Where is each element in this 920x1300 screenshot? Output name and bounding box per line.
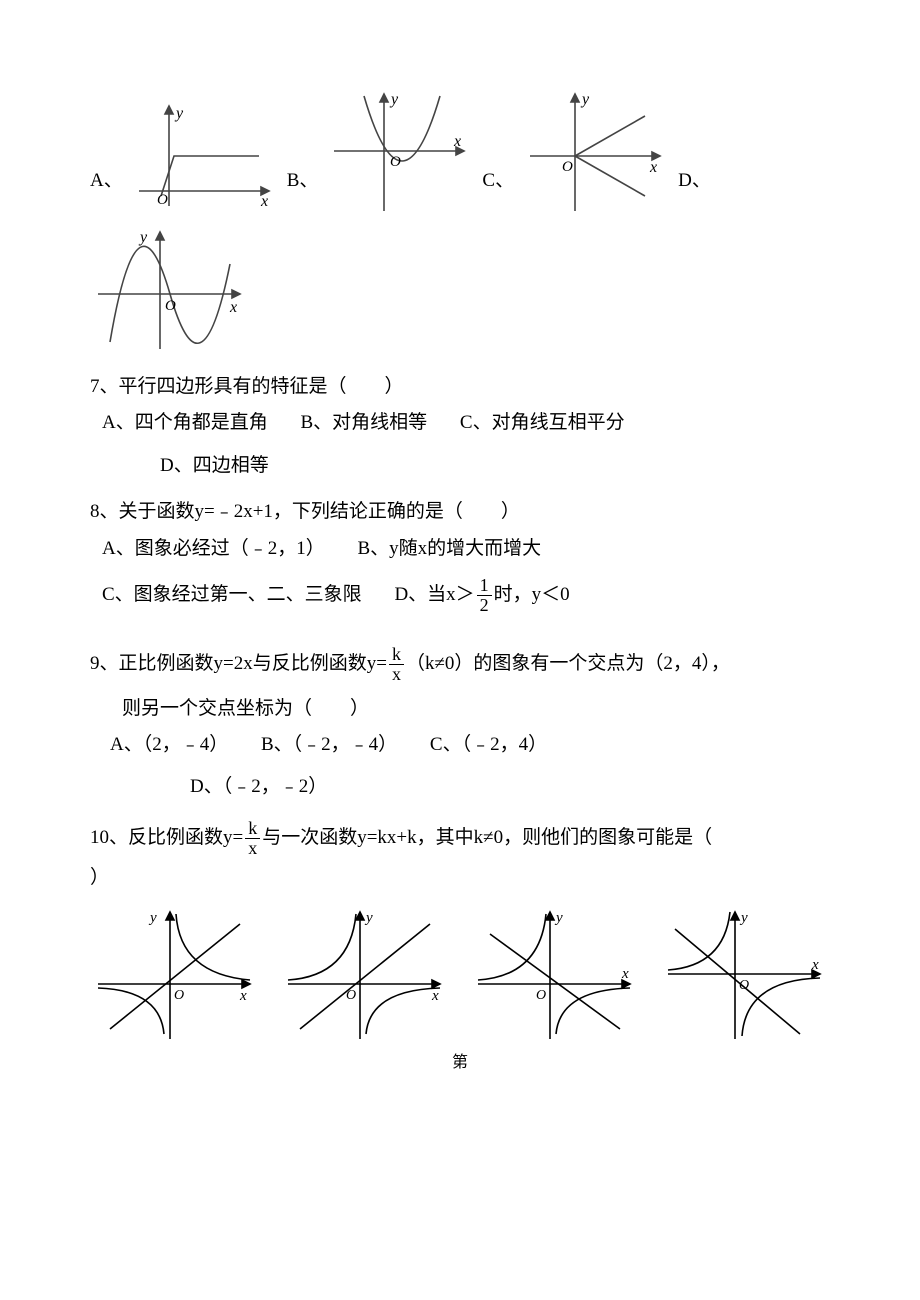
q6-graph-d: y x O <box>90 224 250 354</box>
q9-opt-a: A、（2，﹣4） <box>110 730 228 760</box>
q10-graph-d: y x O <box>660 904 830 1044</box>
origin-label: O <box>165 298 176 314</box>
axis-y-label: y <box>148 910 157 926</box>
q9-pre: 9、正比例函数y=2x与反比例函数y= <box>90 652 387 673</box>
origin-label: O <box>739 978 749 993</box>
q9-opt-c: C、（﹣2，4） <box>430 730 547 760</box>
q10-pre: 10、反比例函数y= <box>90 826 243 847</box>
q8-opt-d: D、当x＞12时，y＜0 <box>394 576 569 615</box>
q10-graph-row: y x O y x O y x O <box>90 904 830 1044</box>
q6-opt-c: C、 y x O <box>482 86 670 216</box>
frac-den: x <box>389 665 404 684</box>
axis-y-label: y <box>364 910 373 926</box>
q6-graph-b: y x O <box>324 86 474 216</box>
q7-stem: 7、平行四边形具有的特征是（ ） <box>90 372 830 402</box>
q7-opt-d: D、四边相等 <box>160 451 269 481</box>
axis-x-label: x <box>239 988 247 1004</box>
origin-label: O <box>174 988 184 1003</box>
frac-den: 2 <box>477 596 492 615</box>
q6-opt-c-label: C、 <box>482 166 514 196</box>
q7-options: A、四个角都是直角 B、对角线相等 C、对角线互相平分 <box>102 408 830 444</box>
q10-frac: kx <box>245 819 260 858</box>
origin-label: O <box>346 988 356 1003</box>
axis-y-label: y <box>389 91 399 108</box>
q9-opt-b: B、（﹣2，﹣4） <box>261 730 397 760</box>
q7-opt-a: A、四个角都是直角 <box>102 408 268 438</box>
origin-label: O <box>536 988 546 1003</box>
axis-x-label: x <box>621 966 629 982</box>
q10-stem: 10、反比例函数y=kx与一次函数y=kx+k，其中k≠0，则他们的图象可能是（ <box>90 819 830 858</box>
q6-opt-b: B、 y x O <box>287 86 475 216</box>
q6-graph-c: y x O <box>520 86 670 216</box>
q8-opt-a: A、图象必经过（﹣2，1） <box>102 534 325 564</box>
axis-y-label: y <box>580 91 590 108</box>
axis-x-label: x <box>453 133 461 150</box>
frac-den: x <box>245 839 260 858</box>
q9-options: A、（2，﹣4） B、（﹣2，﹣4） C、（﹣2，4） <box>110 730 830 766</box>
q10-graph-b: y x O <box>280 904 450 1044</box>
q6-opt-a: A、 y x O <box>90 96 279 216</box>
q8-stem: 8、关于函数y=﹣2x+1，下列结论正确的是（ ） <box>90 497 830 527</box>
q6-graph-d-wrap: y x O <box>90 224 830 354</box>
frac-num: k <box>389 645 404 665</box>
axis-x-label: x <box>260 193 268 210</box>
q9-stem: 9、正比例函数y=2x与反比例函数y=kx（k≠0）的图象有一个交点为（2，4）… <box>90 645 830 684</box>
q8-options-1: A、图象必经过（﹣2，1） B、y随x的增大而增大 <box>102 534 830 570</box>
q10-graph-a: y x O <box>90 904 260 1044</box>
q7-opt-c: C、对角线互相平分 <box>460 408 625 438</box>
q8-opt-c: C、图象经过第一、二、三象限 <box>102 580 362 610</box>
origin-label: O <box>562 159 573 175</box>
q9-stem2: 则另一个交点坐标为（ ） <box>122 694 830 724</box>
q8-d-pre: D、当x＞ <box>394 584 474 605</box>
q6-opt-a-label: A、 <box>90 166 123 196</box>
q10-post: 与一次函数y=kx+k，其中k≠0，则他们的图象可能是（ <box>262 826 712 847</box>
frac-num: 1 <box>477 576 492 596</box>
q6-opt-b-label: B、 <box>287 166 319 196</box>
axis-y-label: y <box>739 910 748 926</box>
axis-x-label: x <box>431 988 439 1004</box>
q8-d-frac: 12 <box>477 576 492 615</box>
q8-options-2: C、图象经过第一、二、三象限 D、当x＞12时，y＜0 <box>102 576 830 621</box>
q9-options-2: D、（﹣2，﹣2） <box>190 772 830 808</box>
origin-label: O <box>157 192 168 208</box>
q8-opt-b: B、y随x的增大而增大 <box>357 534 541 564</box>
q6-opt-d-label: D、 <box>678 166 711 196</box>
axis-y-label: y <box>554 910 563 926</box>
q10-close: ） <box>90 863 830 893</box>
axis-y-label: y <box>138 229 148 246</box>
q6-opt-d: D、 <box>678 166 717 216</box>
axis-x-label: x <box>229 299 237 316</box>
q9-frac: kx <box>389 645 404 684</box>
q10-graph-c: y x O <box>470 904 640 1044</box>
q7-options-2: D、四边相等 <box>160 451 830 487</box>
q8-d-post: 时，y＜0 <box>494 584 570 605</box>
page-footer: 第 <box>90 1050 830 1076</box>
axis-x-label: x <box>649 159 657 176</box>
q7-opt-b: B、对角线相等 <box>300 408 427 438</box>
q6-graph-options: A、 y x O B、 y x O C、 <box>90 86 830 216</box>
origin-label: O <box>390 154 401 170</box>
axis-y-label: y <box>174 105 184 122</box>
axis-x-label: x <box>811 957 819 973</box>
q6-graph-a: y x O <box>129 96 279 216</box>
q9-opt-d: D、（﹣2，﹣2） <box>190 772 327 802</box>
frac-num: k <box>245 819 260 839</box>
q9-mid: （k≠0）的图象有一个交点为（2，4）， <box>406 652 730 673</box>
